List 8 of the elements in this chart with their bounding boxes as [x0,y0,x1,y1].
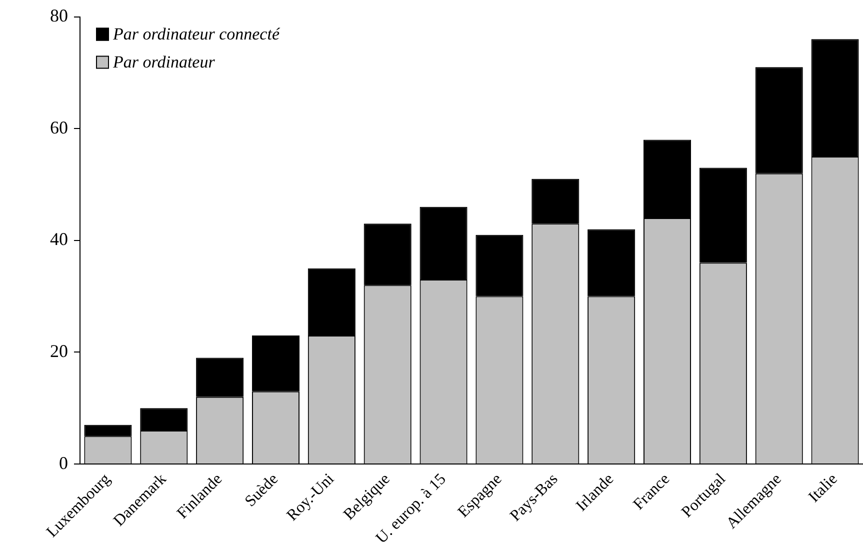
legend-label: Par ordinateur [112,52,216,72]
y-tick-label: 0 [59,452,68,473]
y-tick-label: 20 [50,340,68,361]
y-tick-label: 60 [50,117,68,138]
x-tick-label: Italie [806,470,841,506]
y-tick-label: 80 [50,6,68,26]
y-tick-label: 40 [50,229,68,250]
legend-label: Par ordinateur connecté [112,24,281,44]
